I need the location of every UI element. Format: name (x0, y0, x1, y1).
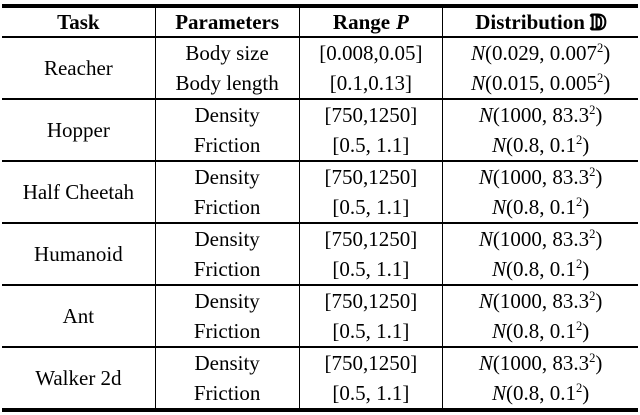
task-cell: Hopper (2, 98, 156, 162)
distribution-cell: N(0.8, 0.12) (442, 192, 638, 224)
table-row: Humanoid Density [750,1250] N(1000, 83.32) (2, 222, 638, 286)
table-row: Friction [0.5, 1.1] N(0.8, 0.12) (2, 316, 638, 348)
squared-exponent: 2 (575, 257, 583, 272)
normal-distribution-symbol: N (491, 257, 506, 282)
squared-exponent: 2 (589, 227, 596, 242)
range-cell: [750,1250] (298, 160, 443, 193)
table-row: Body length [0.1,0.13] N(0.015, 0.0052) (2, 68, 638, 100)
task-cell: Walker 2d (2, 346, 156, 411)
parameter-cell: Friction (154, 254, 299, 286)
distribution-set-symbol: D (590, 9, 607, 34)
distribution-cell: N(1000, 83.32) (442, 284, 638, 317)
table-row: Friction [0.5, 1.1] N(0.8, 0.12) (2, 378, 638, 411)
parameter-cell: Friction (154, 378, 299, 411)
header-task: Task (2, 6, 156, 39)
range-cell: [750,1250] (298, 222, 443, 255)
table-row: Hopper Density [750,1250] N(1000, 83.32) (2, 98, 638, 162)
range-cell: [0.5, 1.1] (298, 378, 443, 411)
header-parameters: Parameters (154, 6, 299, 39)
normal-distribution-symbol: N (478, 103, 493, 128)
table-row: Ant Density [750,1250] N(1000, 83.32) (2, 284, 638, 348)
parameter-cell: Density (154, 222, 299, 255)
normal-distribution-symbol: N (478, 289, 493, 314)
range-set-symbol: P (395, 10, 409, 34)
header-task-label: Task (57, 10, 100, 34)
header-distribution: Distribution D (442, 6, 638, 39)
normal-distribution-symbol: N (491, 133, 506, 158)
normal-distribution-symbol: N (478, 165, 493, 190)
normal-distribution-symbol: N (478, 227, 493, 252)
table-body: Reacher Body size [0.008,0.05] N(0.029, 0.0… (2, 37, 638, 411)
header-range: Range P (298, 6, 443, 39)
range-cell: [0.5, 1.1] (298, 130, 443, 162)
distribution-cell: N(1000, 83.32) (442, 98, 638, 131)
parameter-cell: Density (154, 346, 299, 379)
parameter-cell: Friction (154, 192, 299, 224)
parameter-cell: Friction (154, 316, 299, 348)
squared-exponent: 2 (575, 195, 583, 210)
distribution-cell: N(0.015, 0.0052) (442, 68, 638, 100)
normal-distribution-symbol: N (491, 381, 506, 406)
distribution-cell: N(1000, 83.32) (442, 160, 638, 193)
task-cell: Humanoid (2, 222, 156, 286)
table-row: Reacher Body size [0.008,0.05] N(0.029, 0.0… (2, 37, 638, 80)
range-cell: [0.008,0.05] (298, 37, 443, 69)
distribution-cell: N(0.8, 0.12) (442, 316, 638, 348)
range-cell: [750,1250] (298, 346, 443, 379)
squared-exponent: 2 (589, 165, 596, 180)
squared-exponent: 2 (589, 351, 596, 366)
normal-distribution-symbol: N (478, 351, 493, 376)
table-row: Half Cheetah Density [750,1250] N(1000, 83.… (2, 160, 638, 224)
parameter-cell: Density (154, 98, 299, 131)
distribution-cell: N(1000, 83.32) (442, 222, 638, 255)
distribution-cell: N(0.8, 0.12) (442, 254, 638, 286)
range-cell: [0.1,0.13] (298, 68, 443, 100)
normal-distribution-symbol: N (491, 195, 506, 220)
parameter-cell: Friction (154, 130, 299, 162)
parameter-cell: Body size (154, 37, 299, 69)
normal-distribution-symbol: N (470, 41, 485, 66)
range-cell: [0.5, 1.1] (298, 192, 443, 224)
squared-exponent: 2 (575, 133, 583, 148)
header-parameters-label: Parameters (175, 10, 280, 34)
table-row: Friction [0.5, 1.1] N(0.8, 0.12) (2, 254, 638, 286)
distribution-cell: N(0.8, 0.12) (442, 130, 638, 162)
range-cell: [0.5, 1.1] (298, 316, 443, 348)
task-cell: Ant (2, 284, 156, 348)
header-distribution-label: Distribution (475, 10, 585, 34)
squared-exponent: 2 (575, 319, 583, 334)
squared-exponent: 2 (596, 41, 604, 56)
table-row: Friction [0.5, 1.1] N(0.8, 0.12) (2, 192, 638, 224)
domain-randomization-table: Task Parameters Range P Distribution D Rea… (2, 4, 638, 413)
squared-exponent: 2 (575, 381, 583, 396)
squared-exponent: 2 (589, 103, 596, 118)
distribution-cell: N(1000, 83.32) (442, 346, 638, 379)
normal-distribution-symbol: N (491, 319, 506, 344)
squared-exponent: 2 (589, 289, 596, 304)
table-row: Walker 2d Density [750,1250] N(1000, 83.32) (2, 346, 638, 411)
header-range-label: Range (332, 10, 391, 34)
parameter-cell: Body length (154, 68, 299, 100)
squared-exponent: 2 (596, 71, 604, 86)
parameter-cell: Density (154, 284, 299, 317)
parameter-cell: Density (154, 160, 299, 193)
range-cell: [0.5, 1.1] (298, 254, 443, 286)
normal-distribution-symbol: N (470, 71, 485, 96)
table-row: Friction [0.5, 1.1] N(0.8, 0.12) (2, 130, 638, 162)
range-cell: [750,1250] (298, 98, 443, 131)
range-cell: [750,1250] (298, 284, 443, 317)
distribution-cell: N(0.8, 0.12) (442, 378, 638, 411)
task-cell: Half Cheetah (2, 160, 156, 224)
task-cell: Reacher (43, 56, 113, 81)
distribution-cell: N(0.029, 0.0072) (442, 37, 638, 69)
table-header-row: Task Parameters Range P Distribution D (2, 6, 638, 39)
